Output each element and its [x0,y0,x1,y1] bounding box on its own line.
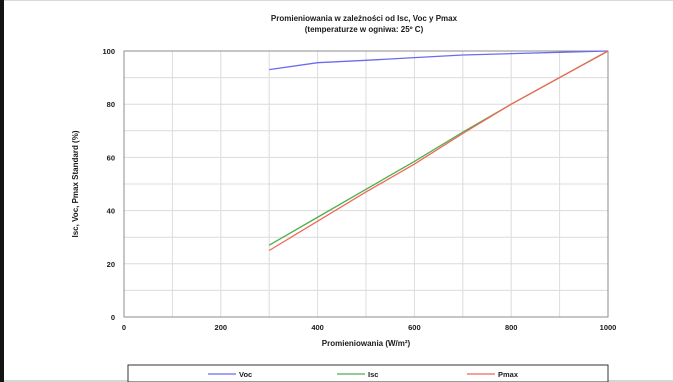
y-tick-label: 60 [107,153,115,162]
x-tick-label: 1000 [600,323,617,332]
series-lines [268,50,609,252]
tick-labels: 0 200 400 600 800 1000 0 20 40 60 80 100 [102,47,616,332]
x-axis-label: Promieniowania (W/m²) [322,339,411,348]
legend-label-isc: Isc [368,370,378,379]
chart-title: Promieniowania w zależności od Isc, Voc … [271,14,458,23]
plot-area-border [123,50,609,318]
series-line-pmax [268,50,609,252]
window-top-divider [4,0,673,1]
legend-box [127,364,609,382]
y-tick-label: 80 [107,100,115,109]
y-tick-label: 0 [111,313,115,322]
y-tick-label: 40 [107,207,115,216]
x-tick-label: 200 [215,323,228,332]
x-tick-label: 800 [505,323,518,332]
legend: Voc Isc Pmax [208,370,519,379]
x-tick-label: 0 [122,323,126,332]
gridlines [124,51,608,317]
x-tick-label: 400 [311,323,324,332]
y-tick-label: 20 [107,260,115,269]
y-tick-label: 100 [102,47,115,56]
chart-subtitle: (temperaturze w ogniwa: 25º C) [305,25,424,34]
window-left-edge [0,0,4,382]
series-line-voc [269,50,609,71]
legend-label-pmax: Pmax [498,370,519,379]
legend-label-voc: Voc [239,370,252,379]
x-tick-label: 600 [408,323,421,332]
y-axis-label: Isc, Voc, Pmax Standard (%) [71,130,80,237]
